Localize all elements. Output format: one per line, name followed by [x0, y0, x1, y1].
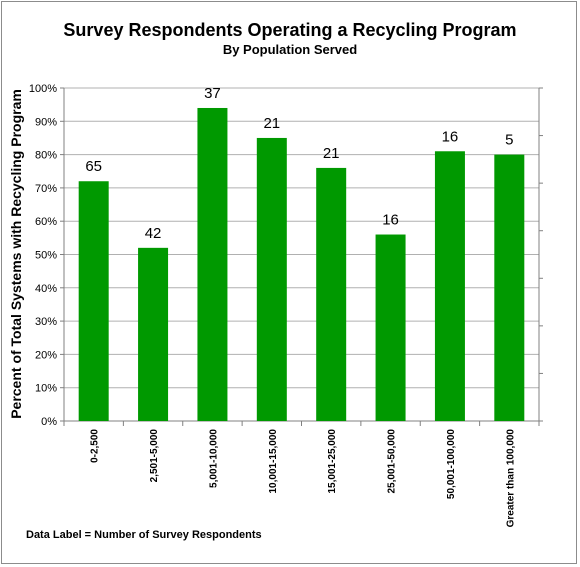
bar [375, 234, 406, 421]
x-tick-label: 5,001-10,000 [208, 429, 219, 488]
x-tick-label: 50,001-100,000 [446, 429, 457, 500]
data-label: 16 [382, 212, 399, 229]
y-tick-label: 30% [35, 316, 57, 328]
data-label: 5 [505, 132, 513, 149]
x-tick-label: 2,501-5,000 [149, 429, 160, 483]
bar [434, 151, 465, 421]
y-tick-label: 100% [29, 83, 57, 95]
y-tick-label: 80% [35, 150, 57, 162]
data-label: 21 [263, 115, 280, 132]
data-label: 16 [442, 128, 459, 145]
x-tick-label: 25,001-50,000 [387, 429, 398, 494]
bar [316, 167, 347, 421]
data-label: 42 [145, 225, 162, 242]
bar [256, 137, 287, 421]
y-tick-label: 10% [35, 383, 57, 395]
bar [78, 181, 109, 421]
x-tick-label: 15,001-25,000 [327, 429, 338, 494]
x-tick-label: 0-2,500 [90, 429, 101, 463]
y-tick-label: 0% [41, 416, 57, 428]
y-tick-label: 90% [35, 116, 57, 128]
footnote: Data Label = Number of Survey Respondent… [26, 529, 262, 541]
data-label: 21 [323, 145, 340, 162]
y-tick-label: 70% [35, 183, 57, 195]
bar [138, 247, 169, 421]
data-label: 37 [204, 85, 221, 102]
chart-subtitle: By Population Served [222, 42, 358, 57]
y-tick-label: 50% [35, 250, 57, 262]
x-tick-label: Greater than 100,000 [505, 429, 516, 528]
bar [197, 107, 228, 421]
y-tick-label: 40% [35, 283, 57, 295]
y-tick-label: 20% [35, 349, 57, 361]
chart-title: Survey Respondents Operating a Recycling… [63, 20, 517, 40]
bar [494, 154, 525, 421]
x-tick-label: 10,001-15,000 [268, 429, 279, 494]
y-tick-label: 60% [35, 216, 57, 228]
data-label: 65 [85, 158, 102, 175]
